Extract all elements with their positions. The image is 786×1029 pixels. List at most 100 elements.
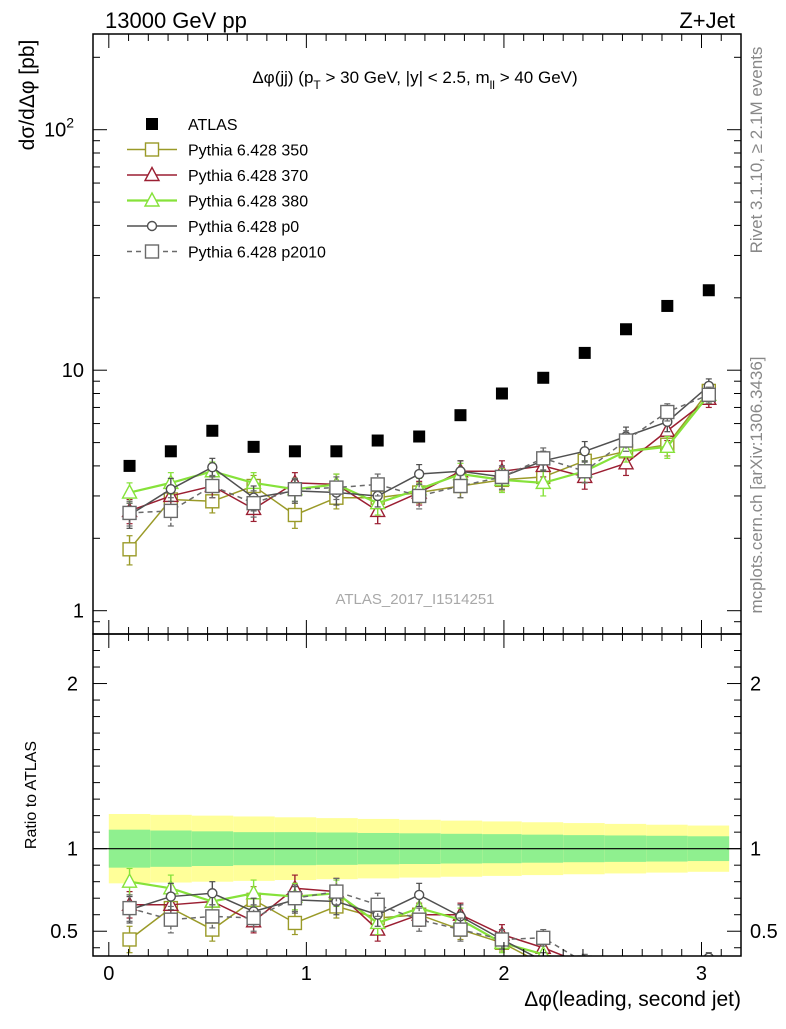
- data-point: [541, 955, 545, 956]
- data-point: [494, 932, 510, 947]
- data-point: [577, 464, 592, 479]
- title-end: > 40 GeV): [495, 68, 578, 87]
- legend-marker: [143, 191, 161, 207]
- chart-title: Δφ(jj) (pT > 30 GeV, |y| < 2.5, mll > 40…: [252, 68, 577, 92]
- ratio-y-tick-label: 1: [67, 839, 78, 861]
- ratio-y-tick-label: 0.5: [50, 921, 78, 943]
- data-point: [454, 409, 467, 422]
- x-tick-label: 3: [696, 963, 707, 985]
- y-tick-label-sup: 2: [66, 115, 74, 131]
- data-point: [537, 958, 550, 971]
- data-point: [163, 503, 179, 519]
- ratio-y-tick-label-right: 2: [750, 674, 761, 696]
- data-point: [206, 424, 219, 437]
- data-point: [620, 323, 633, 336]
- data-point: [205, 478, 220, 494]
- data-point: [494, 469, 510, 485]
- data-point: [246, 495, 261, 511]
- data-point: [661, 966, 674, 979]
- main-data-layer: [121, 284, 717, 566]
- data-point: [701, 387, 716, 403]
- title-mid: > 30 GeV, |y| < 2.5, m: [321, 68, 490, 87]
- data-point: [205, 909, 220, 924]
- legend-entry: ATLAS: [146, 117, 238, 134]
- data-point: [287, 915, 303, 931]
- legend-entry: Pythia 6.428 370: [127, 166, 308, 185]
- legend-marker: [144, 142, 160, 157]
- data-point: [371, 434, 384, 447]
- data-point: [659, 437, 676, 454]
- data-point: [122, 932, 137, 947]
- title-main: Δφ(jj) (p: [252, 68, 313, 87]
- data-point: [370, 897, 385, 913]
- legend-entry: Pythia 6.428 p2010: [127, 244, 326, 262]
- data-point: [618, 433, 634, 448]
- ratio-axes: 0 1 2 3 0.5 0.5 1 1 2 2: [50, 634, 778, 985]
- data-point: [246, 910, 261, 926]
- data-point: [702, 284, 715, 297]
- data-point: [411, 488, 427, 504]
- data-point: [207, 462, 218, 473]
- analysis-watermark: ATLAS_2017_I1514251: [335, 591, 494, 608]
- ratio-panel: 0 1 2 3 0.5 0.5 1 1 2 2 Ratio to ATLAS Δφ(leading…: [23, 633, 778, 1011]
- legend-label: Pythia 6.428 p0: [188, 219, 299, 236]
- legend-label: Pythia 6.428 350: [188, 143, 308, 160]
- data-point: [245, 884, 262, 900]
- data-point: [288, 445, 301, 458]
- data-point: [329, 884, 344, 899]
- data-point: [579, 446, 590, 457]
- data-point: [580, 963, 589, 972]
- data-point: [535, 473, 552, 490]
- data-point: [577, 955, 592, 956]
- data-point: [619, 970, 633, 983]
- ratio-ylabel: Ratio to ATLAS: [23, 741, 40, 849]
- legend-label: Pythia 6.428 370: [188, 168, 308, 185]
- y-tick-label: 102: [44, 115, 74, 142]
- x-tick-label: 1: [301, 963, 312, 985]
- data-point: [247, 440, 260, 453]
- data-point: [578, 971, 591, 984]
- data-point: [536, 930, 551, 946]
- legend-entry: Pythia 6.428 p0: [127, 219, 299, 236]
- y-tick-label: 10: [62, 360, 84, 382]
- legend-entry: Pythia 6.428 350: [127, 142, 308, 160]
- data-point: [163, 912, 179, 927]
- data-point: [661, 299, 674, 312]
- data-point: [207, 888, 218, 899]
- x-axis-label: Δφ(leading, second jet): [524, 988, 741, 1011]
- legend: ATLAS Pythia 6.428 350 Pythia 6.428 370 Pyt…: [127, 117, 326, 262]
- data-point: [453, 478, 468, 494]
- data-point: [122, 900, 137, 916]
- data-point: [622, 968, 631, 977]
- data-point: [455, 466, 466, 477]
- data-point: [578, 346, 591, 359]
- data-point: [536, 451, 551, 466]
- data-point: [411, 912, 427, 927]
- x-tick-label: 2: [498, 963, 509, 985]
- data-point: [495, 387, 508, 400]
- data-point: [122, 505, 137, 521]
- data-point: [121, 483, 138, 499]
- data-point: [413, 889, 425, 901]
- data-point: [660, 404, 675, 420]
- main-ylabel: dσ/dΔφ [pb]: [16, 40, 39, 151]
- data-point: [663, 960, 672, 969]
- data-point: [370, 477, 385, 492]
- series-pythia-6-428-p2010: [122, 386, 716, 527]
- data-point: [537, 371, 550, 384]
- legend-marker: [146, 118, 158, 130]
- data-point: [453, 922, 468, 937]
- rivet-label: Rivet 3.1.10, ≥ 2.1M events: [747, 47, 766, 254]
- data-point: [121, 872, 138, 888]
- data-point: [620, 963, 633, 976]
- ratio-data-layer: [93, 813, 741, 984]
- data-point: [703, 952, 714, 956]
- data-point: [122, 542, 137, 557]
- legend-entry: Pythia 6.428 380: [127, 191, 308, 211]
- title-sub-pt: T: [313, 78, 321, 92]
- ratio-frame: [92, 633, 742, 957]
- x-tick-label: 0: [103, 963, 114, 985]
- data-point: [413, 430, 426, 443]
- legend-marker: [144, 244, 160, 259]
